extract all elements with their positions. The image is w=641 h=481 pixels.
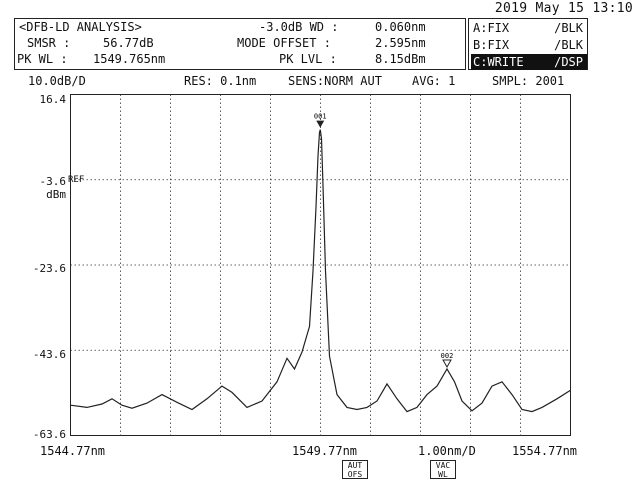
marker-001-triangle [316,120,325,128]
scale-readout: 10.0dB/D [28,74,86,88]
marker-001-label: 001 [314,113,327,121]
analysis-title: <DFB-LD ANALYSIS> [19,20,142,34]
y-unit: dBm [46,188,66,201]
auto-offset-line2: OFS [347,470,363,479]
spectrum-plot: 001 002 [70,94,571,436]
y-label-4: -43.6 [32,348,66,361]
y-label-bottom: -63.6 [32,428,66,441]
y-label-top: 16.4 [39,93,67,106]
auto-offset-line1: AUT [347,461,363,470]
datetime-display: 2019 May 15 13:10 [494,1,633,16]
trace-b[interactable]: B:FIX /BLK [471,37,587,53]
y-label-3: -23.6 [32,262,66,275]
mode-offset-label: MODE OFFSET : [237,36,331,50]
trace-b-mode: /BLK [554,38,583,52]
x-label-right: 1554.77nm [512,444,578,458]
pk-lvl-label: PK LVL : [279,52,337,66]
wd-label: -3.0dB WD : [259,20,339,34]
trace-a[interactable]: A:FIX /BLK [471,20,587,36]
sampling-readout: SMPL: 2001 [492,74,565,88]
trace-b-name: B:FIX [473,38,510,52]
trace-a-mode: /BLK [554,21,583,35]
pk-lvl-value: 8.15dBm [375,52,426,66]
auto-offset-badge[interactable]: AUT OFS [342,460,368,479]
marker-001: 001 [314,113,327,128]
plot-grid [70,94,571,436]
spectrum-trace [70,129,571,413]
trace-a-name: A:FIX [473,21,510,35]
settings-bar: 10.0dB/D RES: 0.1nm SENS:NORM AUT AVG: 1… [14,74,589,88]
marker-002-label: 002 [441,352,454,360]
marker-002-triangle [442,359,452,369]
mode-offset-value: 2.595nm [375,36,426,50]
analysis-panel: <DFB-LD ANALYSIS> SMSR : 56.77dB PK WL :… [14,18,466,70]
trace-panel: A:FIX /BLK B:FIX /BLK C:WRITE /DSP [468,18,588,70]
averaging-readout: AVG: 1 [412,74,456,88]
wd-value: 0.060nm [375,20,426,34]
vacuum-wl-badge[interactable]: VAC WL [430,460,456,479]
y-label-ref: -3.6 [39,175,67,188]
pk-wl-label: PK WL : [17,52,68,66]
sensitivity-readout: SENS:NORM AUT [288,74,382,88]
marker-002: 002 [441,352,454,369]
smsr-label: SMSR : [27,36,71,50]
vacuum-wl-line2: WL [438,470,448,479]
trace-c-name: C:WRITE [473,55,524,69]
x-label-left: 1544.77nm [40,444,106,458]
x-label-span: 1.00nm/D [418,444,476,458]
x-label-center: 1549.77nm [292,444,358,458]
vacuum-wl-line1: VAC [435,461,451,470]
smsr-value: 56.77dB [103,36,154,50]
trace-c-mode: /DSP [554,55,583,69]
ref-tag: REF [68,175,85,185]
resolution-readout: RES: 0.1nm [184,74,257,88]
trace-c[interactable]: C:WRITE /DSP [471,54,587,70]
pk-wl-value: 1549.765nm [93,52,166,66]
